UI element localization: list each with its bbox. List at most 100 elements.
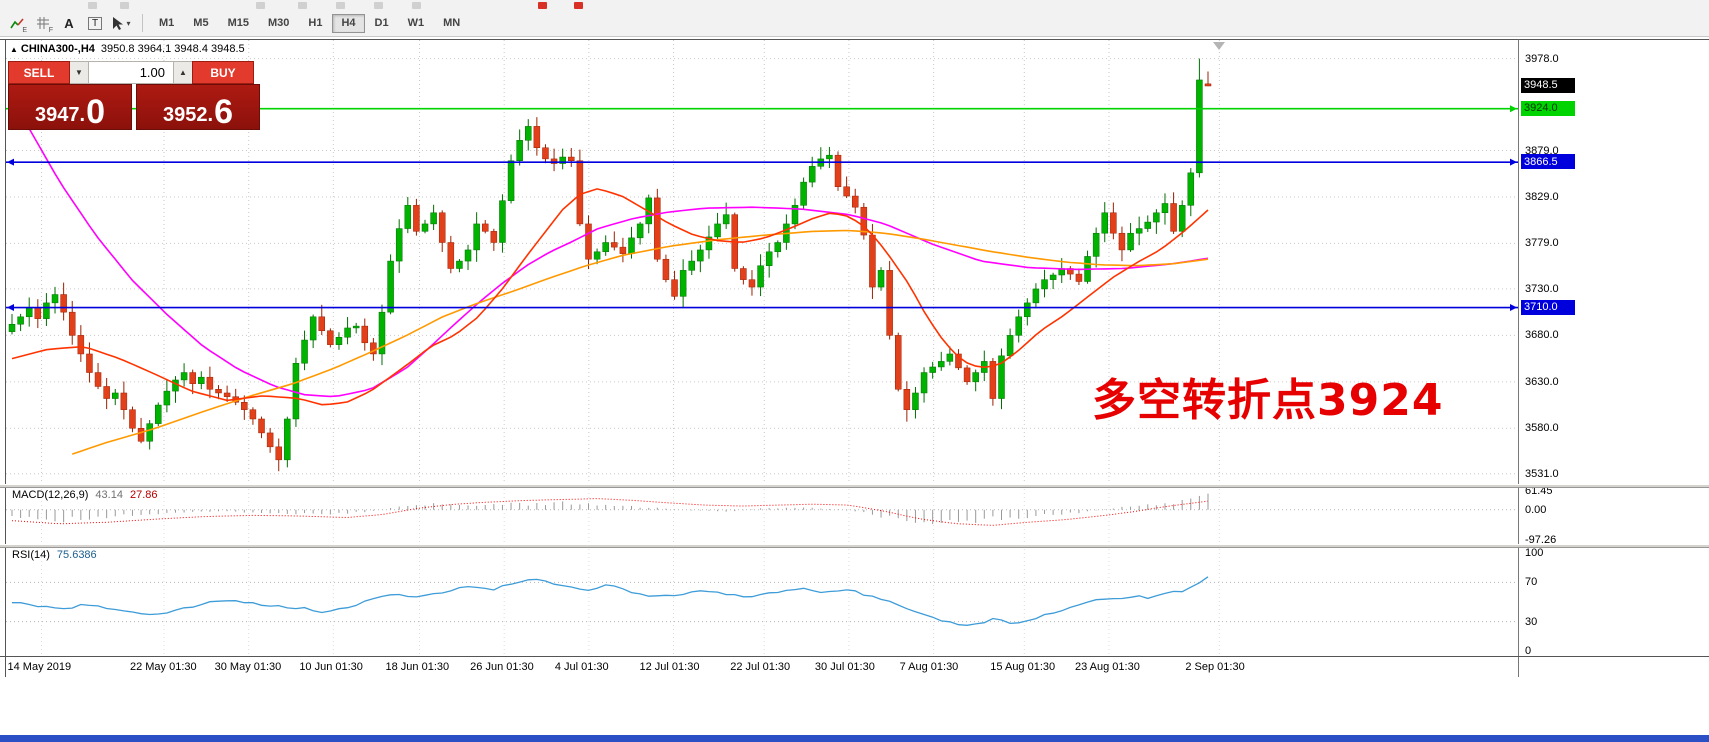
- chart-ohlc-values: 3950.8 3964.1 3948.4 3948.5: [100, 43, 245, 55]
- time-tick-label: 4 Jul 01:30: [554, 661, 609, 673]
- volume-decrease-button[interactable]: ▼: [70, 61, 88, 84]
- chart-shift-marker: [1213, 42, 1225, 50]
- timeframe-button-h4[interactable]: H4: [332, 13, 365, 33]
- panel-splitter[interactable]: [0, 484, 1709, 488]
- rsi-tick-label: 70: [1525, 576, 1538, 589]
- cursor-icon: [113, 16, 124, 30]
- cropped-icon: [412, 2, 421, 9]
- chart-title: ▲ CHINA300-,H4 3950.8 3964.1 3948.4 3948.5: [10, 43, 245, 55]
- text-label-icon: A: [64, 15, 74, 31]
- time-tick-label: 22 May 01:30: [129, 661, 197, 673]
- price-tick-label: 3978.0: [1525, 52, 1559, 65]
- timeframe-button-w1[interactable]: W1: [407, 17, 425, 29]
- time-tick-label: 14 May 2019: [7, 661, 72, 673]
- time-axis[interactable]: 14 May 2019 22 May 01:30 30 May 01:30 10 Ju…: [0, 661, 1709, 677]
- timeframe-button-h1[interactable]: H1: [308, 17, 323, 29]
- chinese-annotation-text: 多空转折点3924: [1092, 375, 1444, 426]
- grid-icon-sub: F: [48, 26, 53, 34]
- text-box-icon: T: [87, 16, 103, 30]
- price-tick-label: 3680.0: [1525, 329, 1559, 342]
- macd-value: 43.14: [95, 489, 123, 501]
- cropped-icon: [374, 2, 383, 9]
- collapse-triangle-icon[interactable]: ▲: [10, 45, 18, 54]
- cropped-icon: [336, 2, 345, 9]
- grid-layer: [6, 40, 1518, 655]
- text-label-tool-button[interactable]: A: [57, 13, 81, 34]
- ma-slow: [28, 128, 1209, 398]
- price-tick-label: 3630.0: [1525, 375, 1559, 388]
- cropped-icon: [298, 2, 307, 9]
- sell-button[interactable]: SELL: [8, 61, 70, 84]
- indicators-tool-button[interactable]: E: [5, 13, 29, 34]
- grid-icon: [37, 17, 49, 29]
- ma-medium: [71, 229, 1209, 455]
- time-tick-label: 26 Jun 01:30: [470, 661, 534, 673]
- buy-button[interactable]: BUY: [192, 61, 254, 84]
- macd-tick-label: -97.26: [1525, 534, 1557, 547]
- sell-price-display[interactable]: 3947. 0: [8, 84, 132, 130]
- timeframe-button-mn[interactable]: MN: [443, 17, 461, 29]
- rsi-value: 75.6386: [56, 549, 97, 561]
- rsi-tick-label: 0: [1525, 645, 1532, 658]
- hline-badge-3866: 3866.5: [1521, 154, 1575, 170]
- price-tick-label: 3580.0: [1525, 422, 1559, 435]
- hline-badge-3924: 3924.0: [1521, 100, 1575, 116]
- cropped-icon: [256, 2, 265, 9]
- cursor-tool-button[interactable]: ▾: [109, 13, 133, 34]
- time-tick-label: 10 Jun 01:30: [299, 661, 363, 673]
- moving-averages-layer: [11, 128, 1209, 455]
- volume-increase-button[interactable]: ▲: [174, 61, 192, 84]
- price-tick-label: 3879.0: [1525, 144, 1559, 157]
- time-tick-label: 12 Jul 01:30: [639, 661, 700, 673]
- buy-price-display[interactable]: 3952. 6: [136, 84, 260, 130]
- indicators-icon: [9, 17, 24, 28]
- bid-price-badge: 3948.5: [1521, 77, 1575, 93]
- time-tick-label: 30 Jul 01:30: [814, 661, 875, 673]
- timeframe-button-m30[interactable]: M30: [267, 17, 290, 29]
- rsi-label: RSI(14) 75.6386: [12, 549, 97, 561]
- buy-price-pip: 6: [214, 92, 233, 131]
- rsi-tick-label: 30: [1525, 615, 1538, 628]
- macd-tick-label: 0.00: [1525, 503, 1547, 516]
- text-box-tool-button[interactable]: T: [83, 13, 107, 34]
- hline-badge-3710: 3710.0: [1521, 299, 1575, 315]
- macd-name: MACD(12,26,9): [12, 489, 89, 501]
- volume-input[interactable]: 1.00: [88, 61, 174, 84]
- cropped-icon: [88, 2, 97, 9]
- macd-signal-value: 27.86: [129, 489, 158, 501]
- macd-label: MACD(12,26,9) 43.14 27.86: [12, 489, 157, 501]
- timeframe-button-m1[interactable]: M1: [159, 17, 175, 29]
- time-tick-label: 23 Aug 01:30: [1074, 661, 1140, 673]
- time-tick-label: 15 Aug 01:30: [990, 661, 1056, 673]
- chart-symbol-timeframe: CHINA300-,H4: [20, 43, 95, 55]
- macd-layer: [11, 493, 1209, 526]
- price-axis[interactable]: 3978.0 3879.0 3829.0 3779.0 3730.0 3680.0 3630…: [1519, 36, 1709, 680]
- menubar-cropped: [0, 0, 1709, 10]
- buy-price-main: 3952.: [163, 104, 214, 126]
- grid-tool-button[interactable]: F: [31, 13, 55, 34]
- timeframe-button-d1[interactable]: D1: [374, 17, 389, 29]
- toolbar: E F A T ▾ M1 M5 M15 M30 H1 H4 D1 W1 MN: [0, 10, 1709, 37]
- price-tick-label: 3531.0: [1525, 467, 1559, 480]
- rsi-tick-label: 100: [1525, 546, 1544, 559]
- rsi-line: [12, 576, 1209, 626]
- cropped-icon: [120, 2, 129, 9]
- chevron-down-icon: ▾: [126, 18, 131, 28]
- sell-price-main: 3947.: [35, 104, 86, 126]
- indicators-icon-sub: E: [22, 26, 27, 34]
- panel-frame: [0, 39, 1709, 677]
- rsi-name: RSI(14): [12, 549, 50, 561]
- time-tick-label: 7 Aug 01:30: [899, 661, 959, 673]
- toolbar-separator: [142, 14, 143, 32]
- price-tick-label: 3779.0: [1525, 237, 1559, 250]
- time-tick-label: 30 May 01:30: [214, 661, 282, 673]
- sell-price-pip: 0: [86, 92, 105, 131]
- price-tick-label: 3829.0: [1525, 190, 1559, 203]
- timeframe-row: M1 M5 M15 M30 H1 H4 D1 W1 MN: [150, 13, 470, 33]
- timeframe-button-m5[interactable]: M5: [193, 17, 209, 29]
- bottom-window-edge: [0, 735, 1709, 742]
- price-tick-label: 3730.0: [1525, 282, 1559, 295]
- timeframe-button-m15[interactable]: M15: [227, 17, 249, 29]
- panel-splitter[interactable]: [0, 544, 1709, 548]
